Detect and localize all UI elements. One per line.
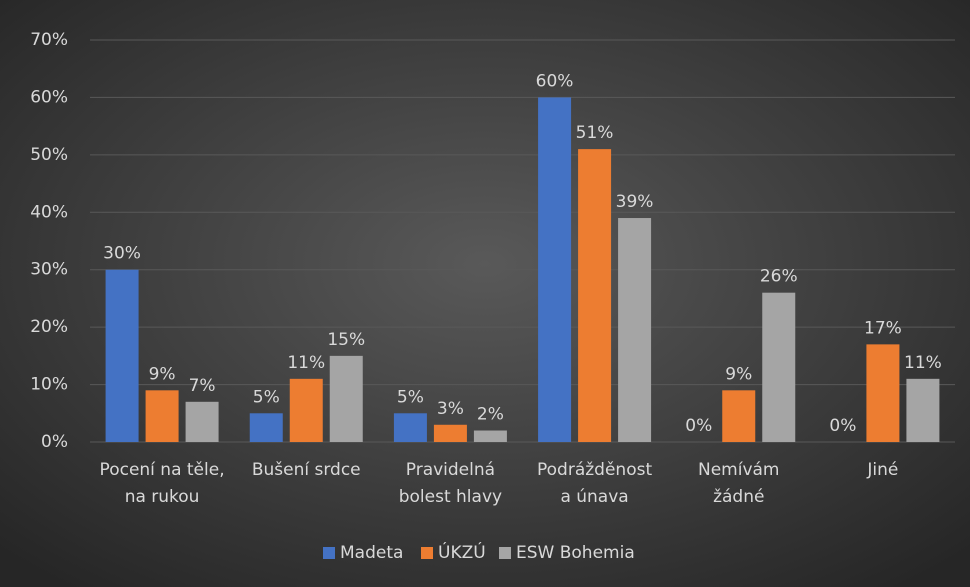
legend-swatch — [421, 547, 433, 559]
bar — [866, 344, 900, 442]
data-label: 11% — [287, 353, 325, 373]
data-label: 26% — [760, 267, 798, 287]
y-tick-label: 30% — [30, 260, 68, 280]
bar — [329, 355, 363, 442]
bar — [289, 378, 323, 442]
bar — [722, 390, 756, 442]
bar — [578, 149, 612, 442]
y-tick-label: 50% — [30, 145, 68, 165]
bar — [249, 413, 283, 442]
legend-label: ÚKZÚ — [438, 541, 486, 563]
bar — [473, 430, 507, 442]
data-label: 2% — [477, 405, 504, 425]
x-tick-label: Jiné — [866, 460, 898, 480]
data-label: 17% — [864, 318, 902, 338]
data-label: 5% — [397, 387, 424, 407]
data-label: 11% — [904, 353, 942, 373]
bar — [433, 424, 467, 442]
data-label: 9% — [149, 364, 176, 384]
data-label: 0% — [685, 416, 712, 436]
x-tick-label: Nemívám — [698, 460, 780, 480]
bar — [906, 378, 940, 442]
x-tick-label: na rukou — [125, 487, 200, 507]
bar — [538, 97, 572, 442]
y-tick-label: 60% — [30, 87, 68, 107]
data-label: 3% — [437, 399, 464, 419]
x-tick-label: Pocení na těle, — [100, 460, 225, 480]
y-tick-label: 0% — [41, 432, 68, 452]
data-label: 7% — [189, 376, 216, 396]
bar — [185, 401, 219, 442]
data-label: 60% — [536, 71, 574, 91]
data-label: 51% — [576, 123, 614, 143]
bar — [145, 390, 179, 442]
x-tick-label: Pravidelná — [406, 460, 495, 480]
data-label: 39% — [616, 192, 654, 212]
legend-label: ESW Bohemia — [516, 543, 635, 563]
x-tick-label: a únava — [560, 487, 628, 507]
y-tick-label: 10% — [30, 375, 68, 395]
x-tick-label: Podrážděnost — [537, 460, 652, 480]
x-tick-label: žádné — [713, 487, 764, 507]
data-label: 9% — [725, 364, 752, 384]
y-tick-label: 20% — [30, 317, 68, 337]
y-tick-label: 70% — [30, 30, 68, 50]
y-tick-label: 40% — [30, 202, 68, 222]
data-label: 15% — [327, 330, 365, 350]
bar — [618, 218, 652, 442]
data-label: 30% — [103, 244, 141, 264]
x-tick-label: bolest hlavy — [399, 487, 502, 507]
legend-swatch — [499, 547, 511, 559]
legend-swatch — [323, 547, 335, 559]
bar — [393, 413, 427, 442]
x-tick-label: Bušení srdce — [252, 460, 361, 480]
bar — [105, 269, 139, 442]
data-label: 0% — [829, 416, 856, 436]
legend-label: Madeta — [340, 543, 403, 563]
bar — [762, 292, 796, 442]
data-label: 5% — [253, 387, 280, 407]
